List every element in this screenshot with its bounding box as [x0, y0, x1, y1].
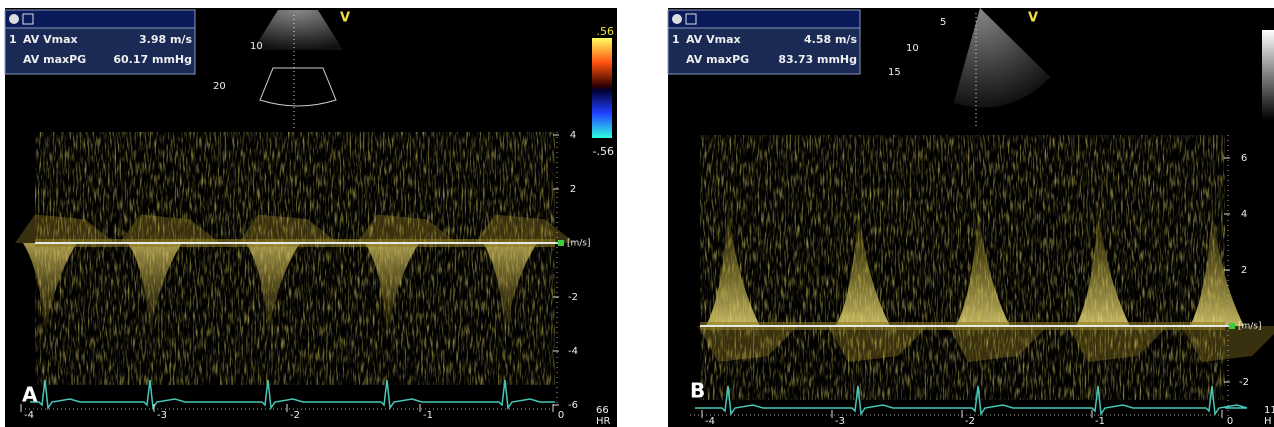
doppler-envelope — [120, 214, 220, 243]
measurement-value: 3.98 m/s — [139, 33, 192, 46]
doppler-envelope — [828, 326, 928, 362]
sector-image — [953, 8, 1051, 108]
doppler-envelope — [475, 214, 575, 243]
time-tick-label: -2 — [290, 410, 300, 421]
sector-outline — [259, 67, 337, 107]
time-tick-label: -1 — [1095, 416, 1105, 427]
depth-mark: 10 — [906, 43, 919, 54]
ecg-trace — [695, 385, 1248, 417]
measurement-value: 4.58 m/s — [804, 33, 857, 46]
velocity-tick-label: 2 — [570, 184, 576, 195]
doppler-envelope — [128, 243, 182, 338]
heart-rate-value: 11 — [1264, 405, 1274, 416]
doppler-envelope — [15, 214, 115, 243]
measurement-value: 60.17 mmHg — [113, 53, 192, 66]
measurement-box — [4, 27, 196, 75]
probe-mark: V — [340, 11, 350, 26]
depth-mark: 15 — [888, 67, 901, 78]
measurement-name: AV Vmax — [23, 33, 78, 46]
baseline-marker — [558, 240, 564, 246]
doppler-envelope — [698, 326, 798, 362]
doppler-envelope — [23, 243, 77, 338]
time-tick-label: -2 — [965, 416, 975, 427]
time-tick-label: -1 — [423, 410, 433, 421]
panel-label: B — [690, 379, 705, 403]
measurement-header — [667, 9, 861, 29]
heart-rate-value: 66 — [596, 405, 609, 416]
doppler-envelope — [706, 206, 760, 326]
header-icon — [22, 13, 34, 25]
color-scale-max: .56 — [597, 25, 615, 38]
doppler-envelope — [365, 243, 419, 338]
color-scale-min: -.56 — [593, 145, 614, 158]
probe-mark: V — [1028, 11, 1038, 26]
measurement-name: AV maxPG — [23, 53, 86, 66]
time-tick-label: -3 — [157, 410, 167, 421]
time-tick-label: -4 — [24, 410, 34, 421]
velocity-tick-label: 2 — [1241, 265, 1247, 276]
velocity-tick-label: 6 — [1241, 153, 1247, 164]
velocity-tick-label: -2 — [1239, 377, 1249, 388]
measurement-name: AV maxPG — [686, 53, 749, 66]
measurement-box — [667, 27, 861, 75]
doppler-envelope — [238, 214, 338, 243]
grey-scale — [1262, 30, 1274, 120]
velocity-tick-label: -6 — [568, 400, 578, 411]
velocity-unit: [m/s] — [1238, 322, 1262, 332]
doppler-envelope — [948, 326, 1048, 362]
doppler-envelope — [1076, 206, 1130, 326]
time-tick-label: 0 — [1227, 416, 1233, 427]
baseline-marker — [1229, 323, 1235, 329]
sector-image — [253, 10, 343, 50]
time-tick-label: 0 — [558, 410, 564, 421]
measurement-index: 1 — [672, 33, 680, 46]
doppler-speckle — [700, 135, 1225, 400]
heart-rate-label: H — [1264, 416, 1272, 427]
measurement-value: 83.73 mmHg — [778, 53, 857, 66]
doppler-envelope — [1182, 326, 1274, 362]
panel-label: A — [22, 383, 38, 407]
velocity-tick-label: -4 — [568, 346, 578, 357]
doppler-envelope — [246, 243, 300, 338]
time-tick-label: -3 — [835, 416, 845, 427]
doppler-envelope — [1068, 326, 1168, 362]
doppler-envelope — [1190, 206, 1244, 326]
header-icon — [9, 14, 19, 24]
velocity-unit: [m/s] — [567, 239, 591, 249]
depth-mark: 10 — [250, 41, 263, 52]
doppler-envelope — [357, 214, 457, 243]
velocity-tick-label: -2 — [568, 292, 578, 303]
doppler-envelope — [956, 206, 1010, 326]
header-icon — [672, 14, 682, 24]
ecg-trace — [30, 379, 555, 411]
time-tick-label: -4 — [705, 416, 715, 427]
doppler-envelope — [483, 243, 537, 338]
velocity-tick-label: 4 — [570, 130, 576, 141]
color-scale — [592, 38, 612, 138]
measurement-index: 1 — [9, 33, 17, 46]
measurement-name: AV Vmax — [686, 33, 741, 46]
header-icon — [685, 13, 697, 25]
depth-mark: 5 — [940, 17, 946, 28]
doppler-speckle — [35, 132, 555, 385]
doppler-envelope — [836, 206, 890, 326]
depth-mark: 20 — [213, 81, 226, 92]
velocity-tick-label: 4 — [1241, 209, 1247, 220]
heart-rate-label: HR — [596, 416, 611, 427]
